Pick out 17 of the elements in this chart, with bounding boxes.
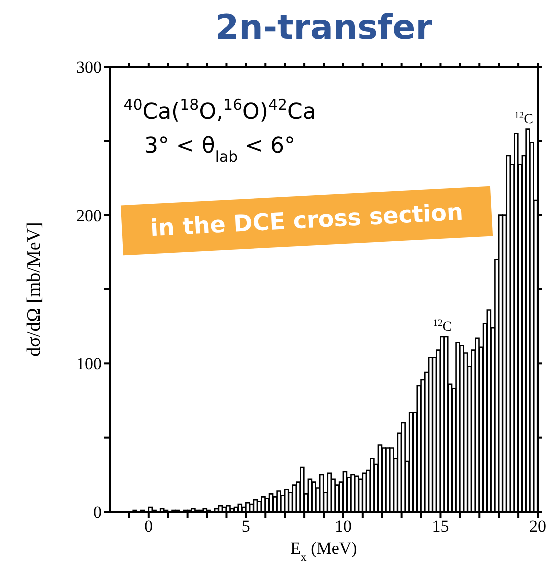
y-tick-label: 300: [76, 58, 102, 78]
x-tick-label: 5: [242, 517, 250, 536]
annotation: $^{12}$C: [514, 111, 534, 128]
y-tick-label: 100: [76, 354, 102, 374]
annotation: $^{12}$C: [433, 318, 452, 335]
x-tick-label: 20: [530, 517, 546, 536]
annotation: in the DCE cross section: [150, 200, 464, 242]
y-axis-title: dσ/dΩ [mb/MeV]: [24, 222, 45, 357]
x-tick-label: 10: [334, 517, 352, 536]
x-tick-label: 15: [432, 517, 450, 536]
x-tick-label: 0: [144, 517, 154, 536]
x-axis-title: E$_{x}$ (MeV): [290, 539, 358, 562]
y-tick-label: 0: [94, 503, 102, 522]
annotation: 3° < θ$_{lab}$ < 6°: [144, 134, 296, 166]
y-tick-label: 200: [76, 206, 102, 226]
chart-title: 2n-transfer: [214, 8, 434, 48]
annotation: $^{40}$Ca($^{18}$O,$^{16}$O)$^{42}$Ca: [124, 96, 316, 125]
